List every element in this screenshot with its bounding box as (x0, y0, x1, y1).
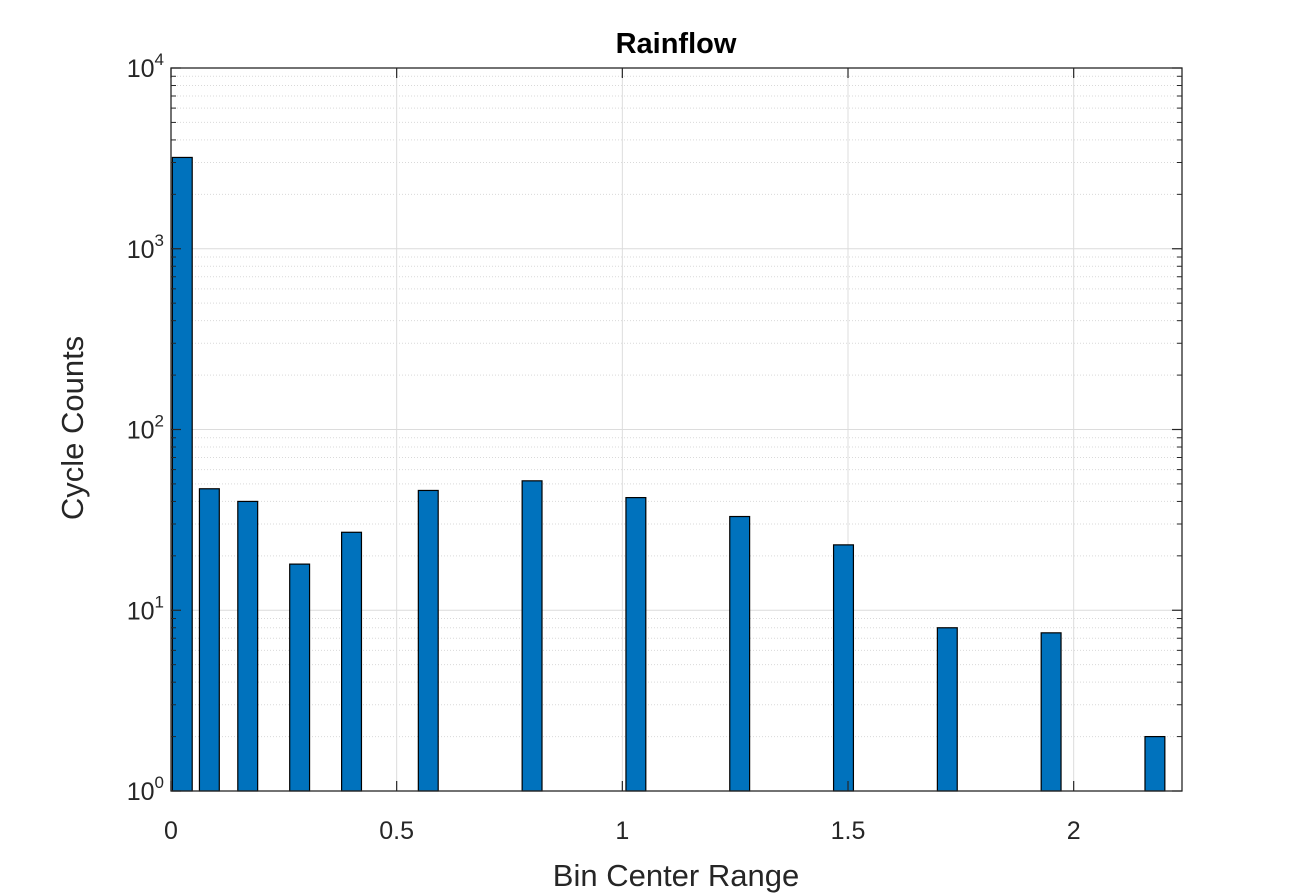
bar (832, 544, 855, 792)
y-tick-label: 100 (127, 773, 164, 806)
bar (171, 156, 193, 792)
y-tick-label: 104 (127, 50, 164, 83)
bar (625, 496, 647, 792)
bars (171, 156, 1166, 792)
bar (341, 531, 363, 792)
bar (521, 480, 543, 792)
x-tick-label: 1 (615, 817, 629, 845)
bar (198, 488, 220, 792)
bar (729, 515, 751, 792)
y-tick-label: 102 (127, 412, 164, 445)
axes (170, 67, 1183, 792)
x-tick-label: 2 (1067, 817, 1081, 845)
bar (1144, 735, 1166, 792)
bar (936, 627, 958, 792)
bar (289, 563, 311, 792)
x-tick-label: 0.5 (379, 817, 414, 845)
grid (170, 67, 1182, 792)
x-axis-label: Bin Center Range (553, 858, 799, 893)
x-tick-label: 0 (164, 817, 178, 845)
chart-title: Rainflow (616, 28, 737, 60)
y-axis-label: Cycle Counts (55, 336, 90, 520)
bar (417, 489, 439, 792)
y-tick-label: 103 (127, 231, 164, 264)
bar (237, 500, 259, 792)
tick-labels: 0 0.5 1 1.5 2 100 101 102 103 104 (127, 50, 1081, 845)
y-tick-label: 101 (127, 592, 164, 625)
x-tick-label: 1.5 (831, 817, 866, 845)
bar (1040, 632, 1062, 792)
